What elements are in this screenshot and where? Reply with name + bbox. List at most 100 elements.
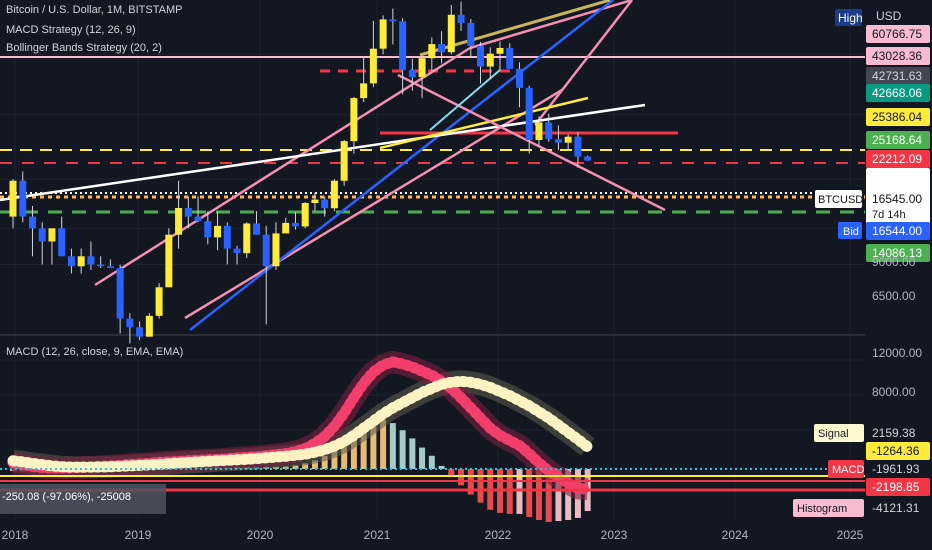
countdown: 7d 14h [872,209,906,221]
pink-channel-top [469,0,633,50]
candle-body [165,234,173,288]
pink-channel-line [534,0,633,126]
candle-body [330,180,338,209]
candle-body [272,233,280,267]
candle-body [106,266,114,269]
macd-value-label: -4121.31 [872,501,920,515]
candle-body [564,136,572,143]
candle-body [155,287,163,316]
pink-descending-line [397,73,666,212]
histogram-bar [399,430,406,469]
legend-bollinger-strategy[interactable]: Bollinger Bands Strategy (20, 2) [6,42,162,54]
candle-body [126,318,134,328]
histogram-bar [350,431,357,469]
macd-value-tag [866,460,930,478]
grid [0,0,865,522]
time-axis-bg [0,522,932,550]
measure-box: -250.08 (-97.06%), -25008 [0,484,166,514]
histogram-bar [292,465,299,469]
legend-symbol-title[interactable]: Bitcoin / U.S. Dollar, 1M, BITSTAMP [6,4,183,16]
candle-body [48,228,56,242]
histogram-bar [477,469,484,503]
macd-value-label: -1961.93 [872,462,920,476]
macd-name-tag [814,424,864,442]
candle-body [253,223,260,235]
candle-body [233,248,241,254]
candle-body [554,139,562,143]
candle-body [515,68,523,88]
candle-body [399,21,407,71]
year-tick: 2023 [601,528,628,542]
pink-channel-upper [94,46,471,287]
candle-body [408,70,416,78]
currency-label: USD [876,9,902,23]
candle-body [438,44,446,53]
time-axis[interactable]: 2018 2019 2020 2021 2022 2023 2024 2025 [0,522,932,550]
candle-body [214,225,222,238]
macd-value-label: 2159.38 [872,426,916,440]
candle-body [379,19,387,49]
candle-body [535,122,543,141]
price-tag [866,150,930,168]
price-tag [866,131,930,149]
candle-body [87,256,95,265]
candle-body [282,222,290,234]
candle-body [194,216,202,222]
candle-body [145,315,153,337]
macd-tick: 8000.00 [872,385,916,399]
high-tag [835,9,862,26]
bid-price: 16544.00 [872,224,922,238]
price-tag [866,108,930,126]
candle-body [204,221,212,238]
price-tag-label: 42731.63 [872,69,922,83]
candle-body [243,223,251,254]
histogram-bar [448,469,455,476]
histogram-bar [419,447,426,469]
candle-body [28,216,36,229]
price-axis[interactable]: USD High 60766.75 43028.36 42731.63 42668.06 2… [793,0,932,550]
price-tag-label: 60766.75 [872,27,922,41]
histogram-bar [360,424,367,469]
histogram-bar [341,440,348,469]
candle-body [116,268,124,319]
year-tick: 2024 [722,528,749,542]
macd-name-label: MACD [832,464,864,476]
candle-body [301,202,309,227]
year-tick: 2025 [837,528,864,542]
price-tag-label: 25386.04 [872,110,922,124]
candle-body [19,180,27,217]
macd-name-tag [828,460,864,478]
histogram-bar [331,449,338,469]
candle-body [321,199,329,209]
year-tick: 2018 [2,528,29,542]
candle-body [428,44,436,59]
macd-value-tag [866,442,930,460]
histogram-bar [282,466,289,469]
symbol-tag [815,190,862,208]
histogram-bar [321,455,328,469]
candle-body [311,199,319,203]
price-tag-label: 25168.64 [872,133,922,147]
candle-body [574,136,582,157]
current-price: 16545.00 [872,192,922,206]
histogram-bar [380,420,387,469]
macd-pane-plot [0,350,865,523]
macd-name-label: Histogram [797,503,847,515]
year-tick: 2021 [364,528,391,542]
pink-channel-lower [184,88,563,320]
legend-macd-pane[interactable]: MACD (12, 26, close, 9, EMA, EMA) [6,346,184,358]
candles [9,1,592,344]
candle-body [67,256,75,267]
price-tag [866,47,930,65]
candle-body [77,256,85,267]
candle-body [360,83,368,99]
histogram-bar [409,438,416,469]
candle-body [525,87,533,141]
candle-body [457,14,465,23]
legend-macd-strategy[interactable]: MACD Strategy (12, 26, 9) [6,24,136,36]
bid-price-tag [866,222,930,240]
candle-body [38,228,46,242]
current-price-tag [866,168,930,224]
histogram-bar [555,469,562,522]
